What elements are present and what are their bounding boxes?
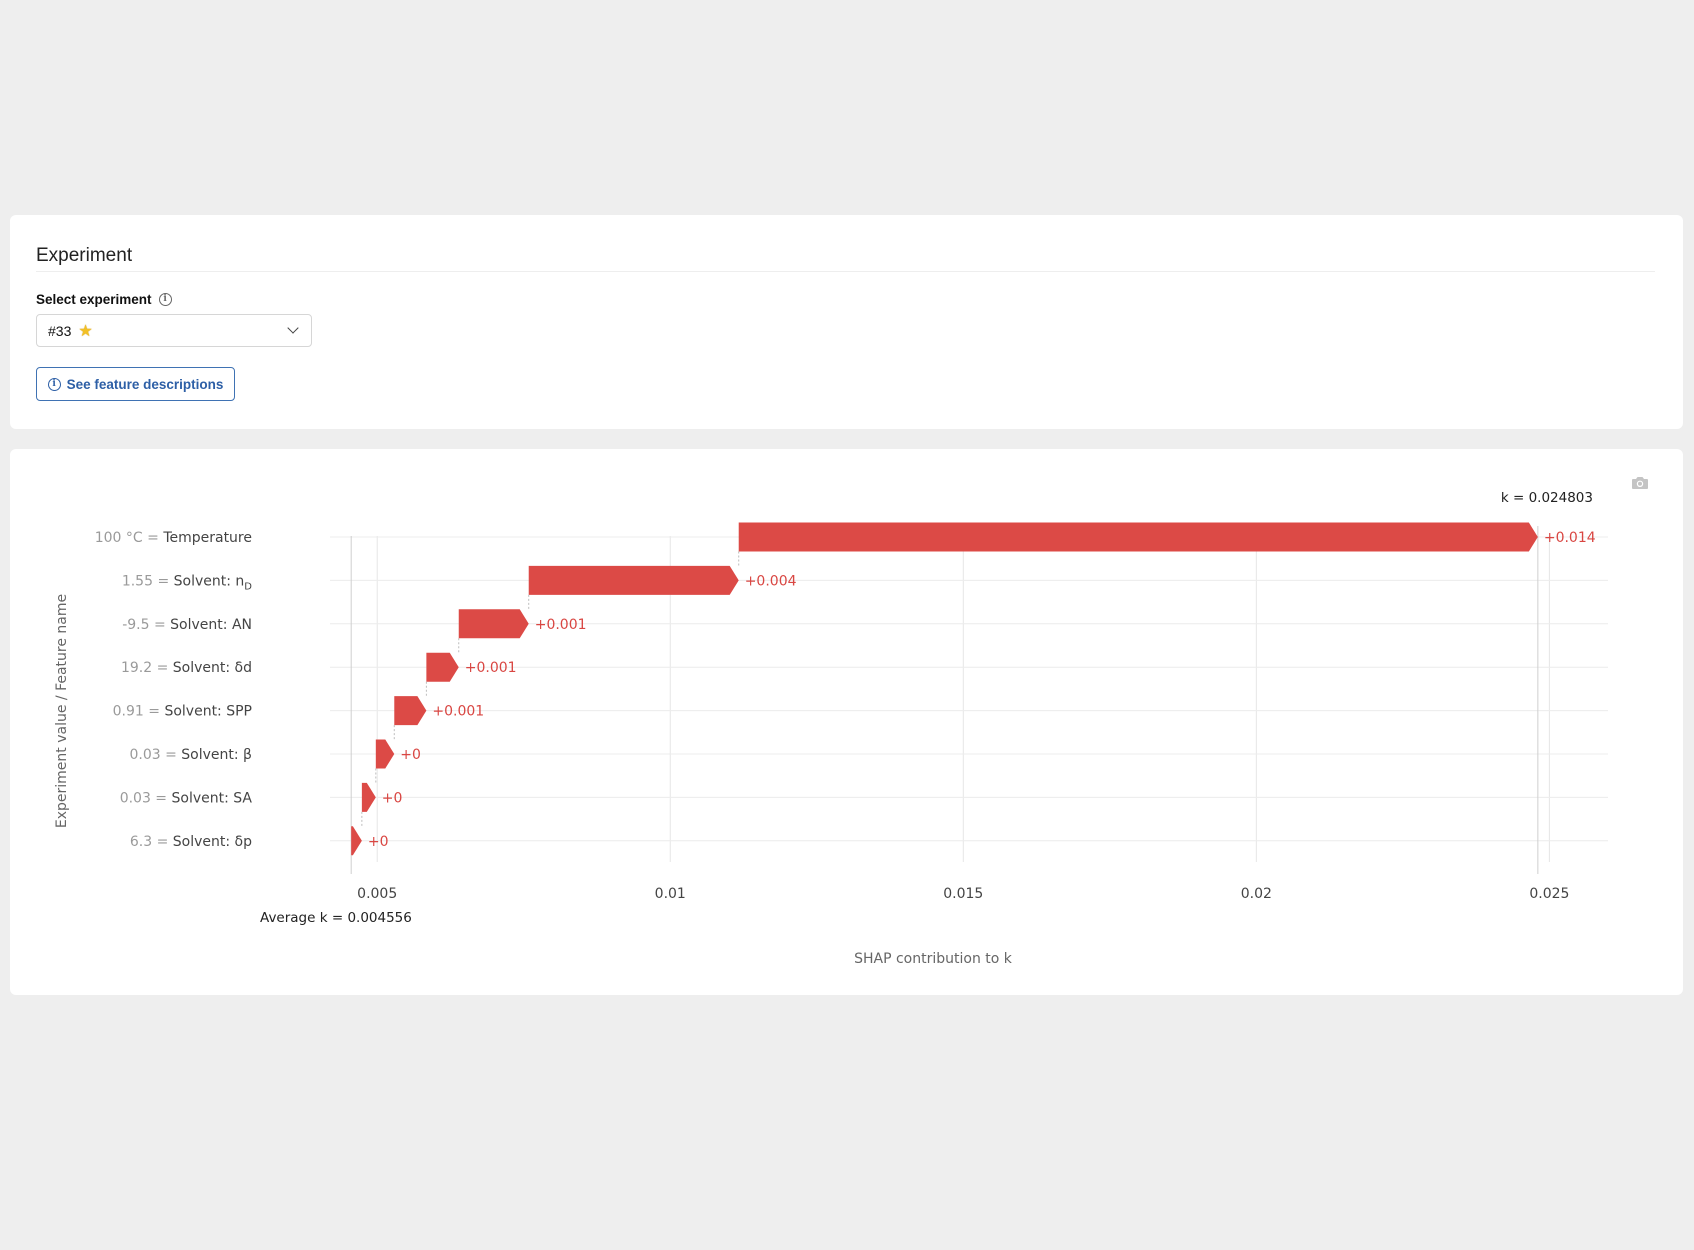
- y-tick-label: 0.03 = Solvent: SA: [120, 790, 253, 806]
- x-tick-label: 0.02: [1241, 886, 1272, 902]
- waterfall-bar: [528, 565, 739, 595]
- select-label-text: Select experiment: [36, 292, 152, 307]
- y-tick-label: 0.03 = Solvent: β: [129, 747, 252, 763]
- divider: [36, 271, 1655, 272]
- waterfall-chart: 0.005 0.01 0.015 0.02 0.025 +0.014 100 °C = Te…: [54, 490, 1608, 967]
- x-tick-label: 0.005: [357, 886, 397, 902]
- selected-experiment-value: #33: [48, 322, 72, 339]
- bar-value-label: +0: [382, 790, 403, 806]
- y-tick-label: -9.5 = Solvent: AN: [122, 617, 252, 633]
- experiment-panel: Experiment Select experiment i #33 ★ i S…: [10, 215, 1683, 429]
- y-tick-label: 0.91 = Solvent: SPP: [113, 704, 252, 720]
- star-icon: ★: [78, 322, 93, 340]
- x-axis-title: SHAP contribution to k: [854, 951, 1013, 967]
- x-tick-label: 0.015: [943, 886, 983, 902]
- feature-button-label: See feature descriptions: [66, 376, 224, 392]
- x-tick-label: 0.025: [1529, 886, 1569, 902]
- waterfall-bar: [458, 609, 529, 639]
- base-value-annotation: Average k = 0.004556: [260, 910, 412, 926]
- shap-chart-panel: 0.005 0.01 0.015 0.02 0.025 +0.014 100 °C = Te…: [10, 449, 1683, 995]
- waterfall-bar: [361, 782, 376, 812]
- x-tick-label: 0.01: [655, 886, 686, 902]
- waterfall-bar: [426, 652, 459, 682]
- y-tick-label: 1.55 = Solvent: nD: [122, 573, 252, 592]
- select-experiment-label: Select experiment i: [36, 292, 172, 307]
- bar-value-label: +0.004: [745, 573, 797, 589]
- chevron-down-icon: [287, 322, 299, 334]
- info-icon: i: [47, 377, 61, 391]
- y-tick-label: 6.3 = Solvent: δp: [130, 834, 252, 850]
- bar-value-label: +0.001: [465, 660, 517, 676]
- waterfall-bar: [351, 826, 362, 856]
- bar-value-label: +0.001: [535, 617, 587, 633]
- experiment-select[interactable]: #33 ★: [36, 314, 312, 347]
- y-tick-label: 100 °C = Temperature: [95, 530, 252, 546]
- bar-value-label: +0.014: [1544, 530, 1596, 546]
- panel-title: Experiment: [36, 245, 133, 266]
- waterfall-bar: [375, 739, 395, 769]
- bar-value-label: +0: [368, 834, 389, 850]
- info-icon[interactable]: i: [158, 293, 172, 306]
- y-tick-label: 19.2 = Solvent: δd: [121, 660, 252, 676]
- final-value-annotation: k = 0.024803: [1501, 490, 1593, 506]
- y-axis-title: Experiment value / Feature name: [54, 594, 70, 828]
- see-feature-descriptions-button[interactable]: i See feature descriptions: [36, 367, 235, 401]
- waterfall-bar: [394, 696, 427, 726]
- camera-icon[interactable]: [1631, 476, 1649, 490]
- bar-value-label: +0.001: [432, 704, 484, 720]
- bar-value-label: +0: [400, 747, 421, 763]
- waterfall-bar: [738, 522, 1538, 552]
